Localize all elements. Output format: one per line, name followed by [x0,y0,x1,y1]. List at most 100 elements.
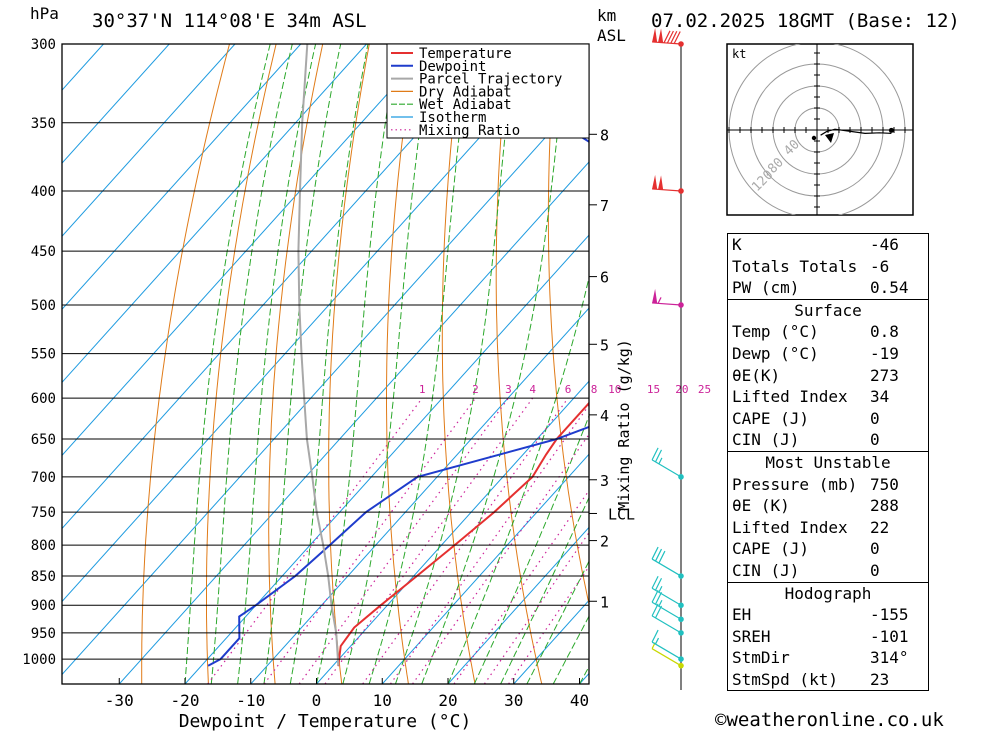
index-value: 750 [870,474,899,494]
indices-panel-bottom-border [728,690,928,692]
index-value: -19 [870,343,899,363]
index-value: -155 [870,605,909,625]
wind-barb-feather [673,31,681,44]
isotherm-line [62,88,589,676]
height-label: LCL [608,505,635,523]
height-label: 6 [600,269,609,287]
index-value: 0 [870,430,880,450]
legend-entry: Dewpoint [419,59,486,75]
dry-adiabat-line [929,44,1000,684]
wind-barb-half-feather [658,457,663,465]
mixing-ratio-label: 8 [591,383,598,396]
index-value: 0.54 [870,278,909,298]
index-row: StmDir 314° [728,647,928,669]
wind-barb-feather [670,31,678,44]
index-label: Pressure (mb) [732,474,858,494]
wind-barb-staff [652,302,682,306]
legend-entry: Mixing Ratio [419,123,520,139]
isotherm-line [316,380,589,684]
wind-barb-staff [652,41,682,45]
wet-adiabat-line [237,44,317,684]
pressure-tick-label: 850 [31,569,56,585]
wind-barb-staff [651,615,682,634]
wind-barb-feather [651,575,659,589]
wet-adiabat-line [342,44,433,684]
wet-adiabat-line [526,560,589,684]
dry-adiabat-line [268,44,324,684]
wind-barb [652,288,682,306]
hodograph-storm-motion-marker [825,133,834,143]
index-label: StmSpd (kt) [732,669,838,689]
wind-barb-half-feather [658,585,663,593]
index-row: CIN (J) 0 [728,560,928,582]
pressure-tick-label: 650 [31,432,56,448]
wind-barb-feather [654,577,663,591]
index-label: CAPE (J) [732,408,810,428]
index-row: SREH -101 [728,626,928,648]
pressure-tick-label: 600 [31,391,56,407]
index-label: CIN (J) [732,430,800,450]
index-value: 34 [870,387,890,407]
datetime-title: 07.02.2025 18GMT (Base: 12) [651,10,960,32]
wind-barb-staff [651,641,682,660]
x-tick-label: 10 [373,691,392,710]
wind-barb-staff [651,601,682,620]
index-row: EH -155 [728,604,928,626]
wet-adiabat-line [289,44,369,684]
dry-adiabat-line [328,44,370,684]
wind-barb-pennant [652,174,658,190]
wind-barb [651,575,682,606]
isotherm-line [62,44,302,311]
wind-barb-staff [652,188,682,192]
wind-barb-feather [658,550,666,564]
wind-barb-feather [651,546,659,560]
legend-entry: Wet Adiabat [419,97,512,113]
index-value: 22 [870,517,890,537]
legend-entry: Isotherm [419,110,486,126]
pressure-tick-label: 950 [31,626,56,642]
height-label: 1 [600,593,609,611]
wind-barb [651,603,682,634]
index-label: θE (K) [732,496,790,516]
wind-barb-pennant [652,27,658,43]
pressure-tick-label: 450 [31,244,56,260]
index-value: 288 [870,496,899,516]
wet-adiabat-line [500,496,589,684]
wind-barb [651,629,682,660]
wet-adiabat-line [447,275,589,684]
hodograph-trace [820,128,892,136]
index-row: Lifted Index 34 [728,386,928,408]
legend-entry: Parcel Trajectory [419,72,562,88]
isotherm-line [62,44,104,91]
wind-barb [651,546,682,577]
mixing-ratio-line [412,433,589,684]
legend-entry: Dry Adiabat [419,84,512,100]
wind-barb-pennant [652,288,658,304]
pressure-tick-label: 550 [31,347,56,363]
pressure-tick-label: 900 [31,598,56,614]
index-value: 0 [870,408,880,428]
x-tick-label: -30 [105,691,134,710]
height-label: 4 [600,407,609,425]
isotherm-line [118,161,589,684]
mixing-ratio-line [389,404,589,684]
index-row: Pressure (mb) 750 [728,474,928,496]
index-section-title: Hodograph [728,581,928,605]
wind-barb-pennant [658,175,664,190]
index-label: PW (cm) [732,278,800,298]
wind-barb-feather [654,548,663,562]
wind-barb-feather [651,589,659,603]
mixing-ratio-line [324,397,534,684]
dry-adiabat-line [141,44,230,684]
mixing-ratio-label: 1 [419,383,426,396]
isotherm-line [62,44,367,384]
asl-unit-label: ASL [597,26,626,45]
wet-adiabat-line [316,44,399,684]
index-value: 273 [870,365,899,385]
index-label: SREH [732,626,771,646]
mixing-ratio-axis-label: Mixing Ratio (g/kg) [615,339,633,511]
isotherm-line [447,526,589,684]
plot-frame [61,43,590,685]
wind-barb-staff [651,459,682,478]
